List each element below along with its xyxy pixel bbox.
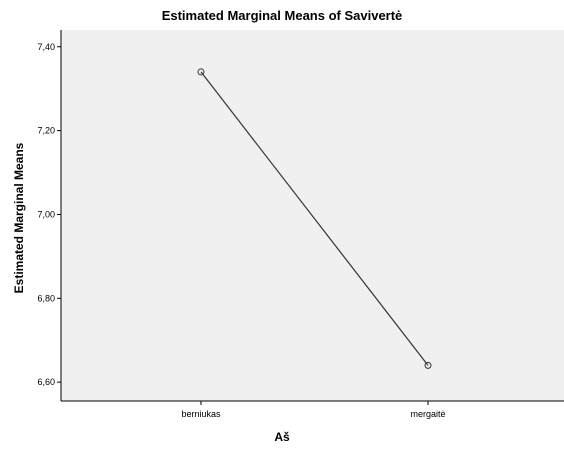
data-point <box>424 361 432 369</box>
y-axis: 6,60 6,80 7,00 7,20 7,40 <box>37 30 62 401</box>
series-group <box>197 68 432 369</box>
x-tick-label: berniukas <box>181 409 221 419</box>
x-tick-label: mergaitė <box>410 409 445 419</box>
y-tick-label: 7,40 <box>37 42 55 52</box>
y-tick-label: 7,20 <box>37 126 55 136</box>
x-axis: berniukas mergaitė <box>61 400 564 419</box>
chart-title: Estimated Marginal Means of Savivertė <box>162 8 403 23</box>
data-point <box>197 68 205 76</box>
y-tick-label: 6,60 <box>37 377 55 387</box>
x-axis-title: Aš <box>274 430 290 444</box>
y-tick-label: 7,00 <box>37 209 55 219</box>
y-axis-title: Estimated Marginal Means <box>12 142 26 293</box>
series-line <box>200 71 429 366</box>
y-tick-label: 6,80 <box>37 293 55 303</box>
